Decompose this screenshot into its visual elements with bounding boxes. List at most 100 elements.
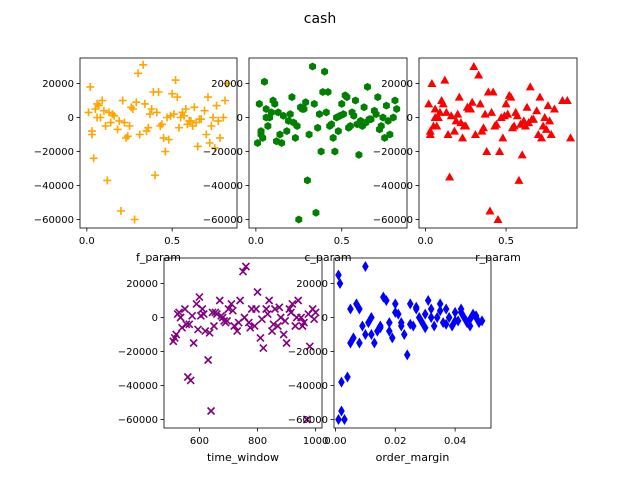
data-point [309,62,317,71]
data-point [482,147,492,155]
data-point [365,317,372,329]
data-point [501,99,511,108]
subplot-time_window: −60000 −40000 −20000 0 20000 600 800 1000 time_w… [118,257,328,464]
data-point [282,338,291,348]
data-point [174,123,183,132]
data-point [169,110,178,119]
data-point [525,82,535,91]
data-point [101,122,110,130]
data-point [364,82,371,91]
data-point [424,295,432,306]
data-point [140,99,149,108]
subplot-c_param: −60000 −40000 −20000 0 20000 0.0 0.5 c_param [203,57,408,264]
x-axis-label: f_param [136,251,181,264]
data-point [198,304,207,314]
data-point [212,101,221,110]
y-tick-label: −60000 [34,215,74,226]
data-point [317,147,325,156]
data-point [164,135,173,144]
data-point [433,312,441,323]
data-point [392,306,399,318]
data-point [359,320,366,332]
data-point [303,176,311,185]
data-point [386,317,393,329]
data-point [430,320,438,332]
data-point [185,320,194,329]
data-point [271,99,279,108]
data-point [335,414,342,425]
data-point [370,106,378,115]
data-point [382,101,390,110]
data-point [538,121,548,130]
data-point [377,122,385,130]
data-point [270,304,280,314]
data-point [195,293,204,302]
data-point [127,103,136,112]
y-tick-label: 20000 [42,79,74,90]
data-point [106,118,115,127]
data-point [265,296,274,305]
data-point [145,110,154,119]
data-point [495,147,505,155]
y-tick-label: 20000 [381,79,413,90]
data-point [110,111,119,120]
data-points [424,62,576,223]
data-point [156,122,165,130]
data-point [483,87,493,96]
x-tick-label: 800 [248,436,267,447]
data-point [467,97,477,106]
x-tick-label: 0.02 [384,436,406,447]
x-tick-label: 600 [190,436,209,447]
data-point [562,96,572,104]
data-point [204,355,213,365]
data-point [276,130,284,139]
data-point [393,105,401,113]
y-tick-label: −40000 [373,181,413,192]
data-point [151,171,160,180]
data-point [205,139,214,147]
data-point [224,304,233,314]
data-point [438,99,448,108]
data-point [430,104,440,113]
data-point [182,320,191,329]
x-tick-label: 0.5 [498,236,514,247]
data-point [397,317,405,329]
data-point [298,321,307,331]
data-point [386,130,394,139]
data-point [480,109,490,118]
data-point [259,133,267,142]
data-point [190,103,199,112]
data-point [406,298,414,310]
data-point [152,108,161,117]
data-point [173,310,182,319]
data-point [257,127,265,136]
y-tick-label: −60000 [203,215,243,226]
data-point [122,133,131,142]
data-point [200,106,209,115]
data-point [537,133,547,142]
data-point [193,325,203,334]
data-point [195,115,204,124]
data-point [98,96,107,105]
data-point [264,122,272,130]
data-point [386,325,393,337]
data-point [475,99,485,108]
data-point [215,296,224,305]
data-point [292,313,301,322]
data-point [339,110,347,119]
data-point [297,103,304,112]
data-point [170,333,179,342]
data-point [207,122,216,130]
data-point [84,108,93,117]
data-point [527,114,537,123]
x-axis-label: time_window [207,451,279,464]
data-point [256,333,265,342]
data-point [273,321,282,331]
data-point [180,304,189,314]
y-tick-label: 20000 [211,79,243,90]
data-point [228,306,237,315]
y-tick-label: 0 [237,113,243,124]
data-points [169,262,320,424]
data-point [472,310,480,322]
data-point [478,123,488,132]
